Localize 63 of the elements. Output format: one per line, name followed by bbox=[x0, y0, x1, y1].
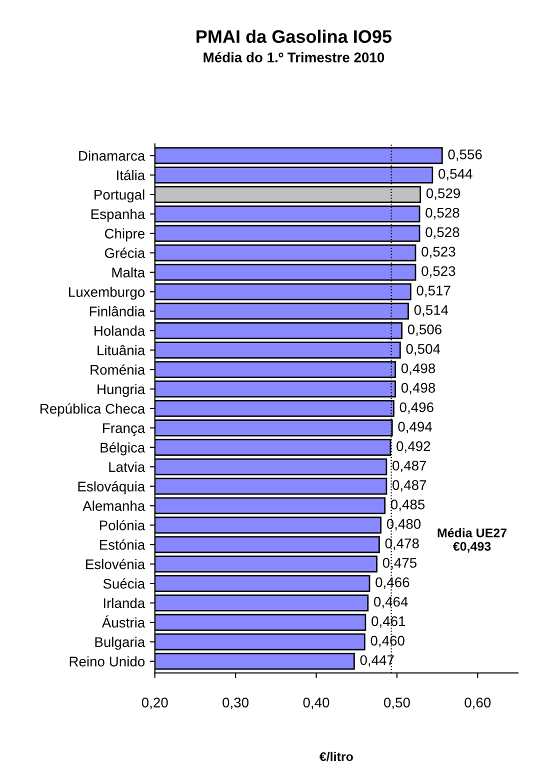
data-label: 0,487 bbox=[392, 460, 426, 472]
y-tick-label: República Checa bbox=[40, 403, 146, 416]
y-tick-label: Dinamarca bbox=[79, 150, 146, 161]
y-tick-label: Suécia bbox=[103, 578, 146, 589]
data-label: 0,478 bbox=[385, 538, 419, 550]
data-label: 0,528 bbox=[426, 227, 460, 239]
chart-title: PMAI da Gasolina IO95 bbox=[196, 30, 392, 43]
data-label: 0,523 bbox=[422, 246, 456, 258]
y-tick-label: França bbox=[103, 423, 146, 436]
data-label: 0,475 bbox=[382, 558, 416, 570]
data-label: 0,544 bbox=[438, 168, 472, 180]
data-label: 0,480 bbox=[386, 519, 421, 531]
x-axis-title: €/litro bbox=[319, 752, 353, 762]
data-label: 0,517 bbox=[416, 286, 450, 298]
y-tick-label: Luxemburgo bbox=[69, 286, 145, 300]
y-tick-label: Áustria bbox=[102, 615, 146, 628]
data-label: 0,494 bbox=[398, 422, 432, 434]
x-tick-label: 0,50 bbox=[384, 698, 410, 710]
x-tick-label: 0,20 bbox=[142, 698, 168, 710]
y-tick-label: Malta bbox=[112, 267, 146, 278]
y-tick-label: Reino Unido bbox=[70, 656, 145, 666]
y-tick-label: Eslovénia bbox=[86, 558, 146, 570]
y-tick-label: Latvia bbox=[109, 462, 146, 472]
y-tick-label: Itália bbox=[117, 170, 146, 180]
data-label: 0,529 bbox=[426, 188, 460, 200]
chart-subtitle: Média do 1.º Trimestre 2010 bbox=[204, 52, 384, 62]
data-label: 0,492 bbox=[396, 441, 430, 453]
y-tick-label: Bulgaria bbox=[95, 636, 146, 650]
y-tick-label: Irlanda bbox=[104, 598, 146, 608]
y-tick-label: Polónia bbox=[100, 520, 146, 530]
y-tick-label: Espanha bbox=[91, 208, 146, 222]
data-label: 0,523 bbox=[422, 266, 456, 278]
ref-line-label: Média UE27 €0,493 bbox=[438, 528, 507, 553]
data-label: 0,485 bbox=[390, 500, 425, 512]
data-label: 0,556 bbox=[448, 149, 482, 161]
data-label: 0,498 bbox=[401, 363, 436, 375]
y-tick-label: Chipre bbox=[104, 228, 145, 242]
data-label: 0,466 bbox=[376, 577, 410, 589]
y-tick-label: Grécia bbox=[104, 248, 146, 258]
x-tick-label: 0,60 bbox=[464, 698, 491, 710]
y-tick-label: Finlândia bbox=[90, 306, 146, 316]
x-tick-label: 0,40 bbox=[303, 698, 330, 710]
data-label: 0,487 bbox=[392, 480, 426, 492]
y-tick-label: Lituânia bbox=[98, 345, 146, 356]
y-tick-label: Portugal bbox=[94, 189, 144, 202]
data-label: 0,514 bbox=[414, 305, 448, 317]
data-label: 0,461 bbox=[372, 616, 406, 628]
y-tick-label: Bélgica bbox=[100, 442, 146, 456]
data-label: 0,447 bbox=[360, 655, 394, 667]
data-label: 0,528 bbox=[426, 208, 460, 220]
data-label: 0,504 bbox=[406, 344, 440, 356]
y-tick-label: Eslováquia bbox=[78, 481, 146, 494]
data-label: 0,464 bbox=[374, 596, 408, 608]
data-label: 0,496 bbox=[400, 402, 434, 414]
data-label: 0,460 bbox=[370, 636, 404, 648]
y-tick-label: Alemanha bbox=[82, 500, 146, 511]
data-label: 0,506 bbox=[408, 324, 442, 336]
x-tick-label: 0,30 bbox=[222, 698, 249, 710]
y-tick-label: Hungria bbox=[98, 384, 146, 397]
data-label: 0,498 bbox=[401, 382, 436, 394]
y-tick-label: Roménia bbox=[90, 364, 146, 375]
y-tick-label: Estónia bbox=[100, 539, 146, 550]
y-tick-label: Holanda bbox=[94, 326, 146, 336]
